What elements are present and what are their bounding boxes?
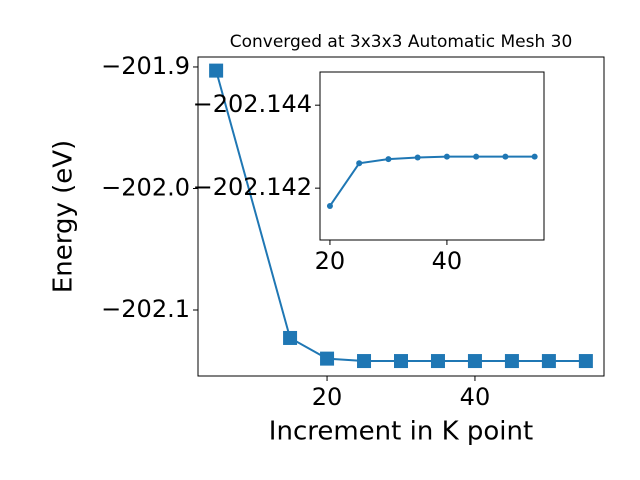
marker [504,354,519,369]
chart-title: Converged at 3x3x3 Automatic Mesh 30 [230,32,573,52]
marker [357,354,372,369]
y-tick-label: −202.1 [101,295,190,323]
marker [385,156,392,163]
marker [283,330,298,345]
y-tick-label: −202.0 [101,173,190,201]
axes-frame [319,71,545,241]
marker [209,63,224,78]
marker [414,154,421,161]
x-tick-label: 20 [315,247,346,275]
y-tick-label: −202.142 [193,173,312,201]
x-axis-label: Increment in K point [269,417,533,447]
marker [578,354,593,369]
y-axis-label: Energy (eV) [49,140,79,293]
marker [467,354,482,369]
series-line [329,155,535,207]
marker [541,354,556,369]
x-tick-label: 40 [460,383,491,411]
x-tick-label: 20 [312,383,343,411]
marker [356,160,363,167]
axes-frame [197,56,605,377]
marker [326,202,333,209]
y-tick-label: −201.9 [101,52,190,80]
series-line [215,70,586,363]
marker [531,153,538,160]
marker [502,153,509,160]
marker [430,354,445,369]
y-tick-label: −202.144 [193,90,312,118]
x-tick-label: 40 [432,247,463,275]
marker [443,153,450,160]
marker [394,354,408,369]
marker [320,351,335,366]
marker [473,153,480,160]
